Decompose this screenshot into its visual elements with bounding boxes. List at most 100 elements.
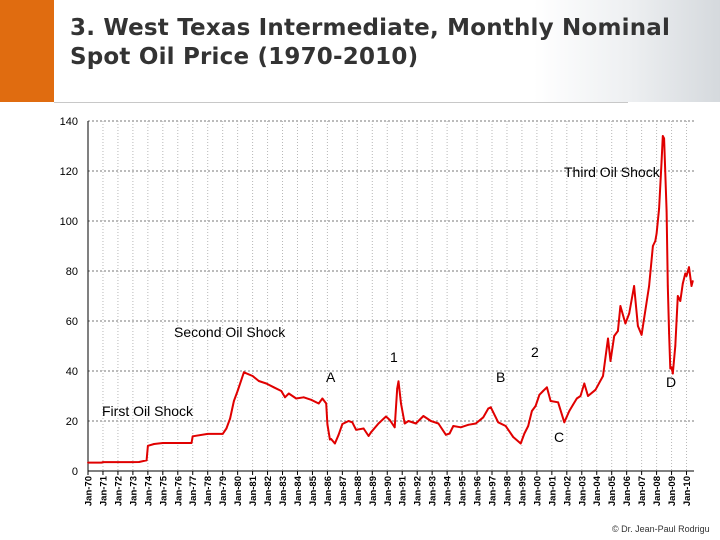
data-point (655, 232, 658, 235)
data-point (138, 461, 141, 463)
data-point (669, 367, 672, 370)
data-point (594, 388, 597, 391)
x-tick-label: Jan-73 (128, 476, 139, 506)
data-point (295, 397, 298, 400)
data-point (367, 435, 370, 437)
annotation-third-oil-shock: Third Oil Shock (564, 164, 661, 180)
data-point (534, 405, 537, 407)
x-tick-label: Jan-76 (173, 476, 184, 506)
y-tick-label: 60 (66, 316, 78, 328)
title-divider (54, 102, 628, 103)
data-point (546, 386, 548, 389)
data-point (652, 245, 654, 247)
data-point (393, 426, 396, 429)
data-point (633, 285, 635, 287)
x-tick-label: Jan-92 (413, 476, 424, 506)
x-tick-label: Jan-90 (383, 476, 394, 506)
data-point (190, 442, 193, 444)
data-point (191, 435, 194, 438)
x-tick-label: Jan-78 (203, 476, 214, 506)
data-point (602, 375, 604, 377)
annotation-label-a: A (326, 369, 336, 385)
data-point (388, 419, 391, 421)
x-tick-label: Jan-91 (398, 475, 409, 506)
data-point (225, 427, 228, 430)
data-point (176, 442, 179, 444)
data-point (666, 285, 669, 287)
x-tick-label: Jan-08 (652, 476, 663, 506)
data-point (272, 386, 275, 389)
y-tick-label: 0 (72, 466, 78, 478)
price-series-line-0 (88, 135, 694, 464)
annotation-layer: Third Oil Shock Second Oil Shock First O… (102, 164, 676, 445)
data-point (549, 400, 552, 402)
data-point (617, 330, 619, 332)
data-point (325, 402, 328, 405)
data-point (251, 375, 254, 377)
data-point (575, 397, 578, 400)
data-point (287, 392, 290, 395)
x-tick-label: Jan-97 (488, 476, 499, 506)
x-tick-label: Jan-86 (323, 476, 334, 506)
annotation-label-c: C (554, 429, 564, 445)
data-point (637, 325, 639, 327)
data-point (691, 280, 694, 282)
y-tick-label: 100 (60, 216, 78, 228)
data-point (317, 402, 320, 405)
data-point (310, 398, 313, 401)
data-point (619, 305, 622, 307)
data-point (422, 415, 425, 417)
data-point (661, 135, 664, 137)
data-point (430, 420, 432, 422)
data-point (362, 427, 365, 430)
data-point (654, 240, 657, 242)
data-point (161, 442, 164, 444)
x-tick-label: Jan-95 (458, 475, 469, 506)
data-point (538, 393, 541, 396)
data-point (280, 390, 283, 392)
data-point (542, 390, 544, 392)
x-tick-label: Jan-89 (368, 476, 379, 506)
data-point (487, 407, 490, 410)
x-tick-label: Jan-98 (502, 476, 513, 506)
data-point (609, 360, 612, 362)
annotation-label-b: B (496, 369, 505, 385)
data-point (504, 425, 507, 427)
data-point (587, 395, 589, 397)
data-point (284, 396, 286, 399)
data-point (102, 461, 104, 463)
data-point (474, 422, 477, 425)
annotation-label-1: 1 (390, 349, 398, 365)
y-tick-label: 40 (66, 366, 78, 378)
x-tick-label: Jan-93 (428, 476, 439, 506)
data-point (377, 422, 380, 425)
data-point (397, 380, 400, 383)
data-point (407, 420, 410, 422)
data-point (497, 421, 500, 424)
data-point (688, 266, 690, 269)
data-point (153, 443, 156, 445)
data-point (229, 417, 232, 420)
data-point (676, 295, 679, 297)
data-point (674, 345, 677, 347)
data-point (579, 395, 582, 397)
x-tick-label: Jan-04 (592, 475, 603, 506)
x-tick-label: Jan-07 (637, 476, 648, 506)
x-tick-label: Jan-96 (473, 476, 484, 506)
grid-layer (87, 120, 694, 471)
data-point (448, 432, 451, 435)
data-point (257, 380, 260, 382)
x-tick-label: Jan-99 (517, 476, 528, 506)
data-point (330, 438, 332, 440)
data-point (265, 382, 268, 385)
x-tick-label: Jan-01 (547, 475, 558, 506)
data-point (396, 387, 399, 390)
data-point (482, 416, 485, 419)
x-tick-label: Jan-10 (682, 476, 693, 506)
data-point (334, 442, 336, 445)
data-point (130, 461, 133, 463)
annotation-first-oil-shock: First Oil Shock (102, 403, 194, 419)
y-tick-label: 80 (66, 266, 78, 278)
data-point (671, 372, 674, 375)
y-tick-label: 140 (60, 116, 78, 128)
